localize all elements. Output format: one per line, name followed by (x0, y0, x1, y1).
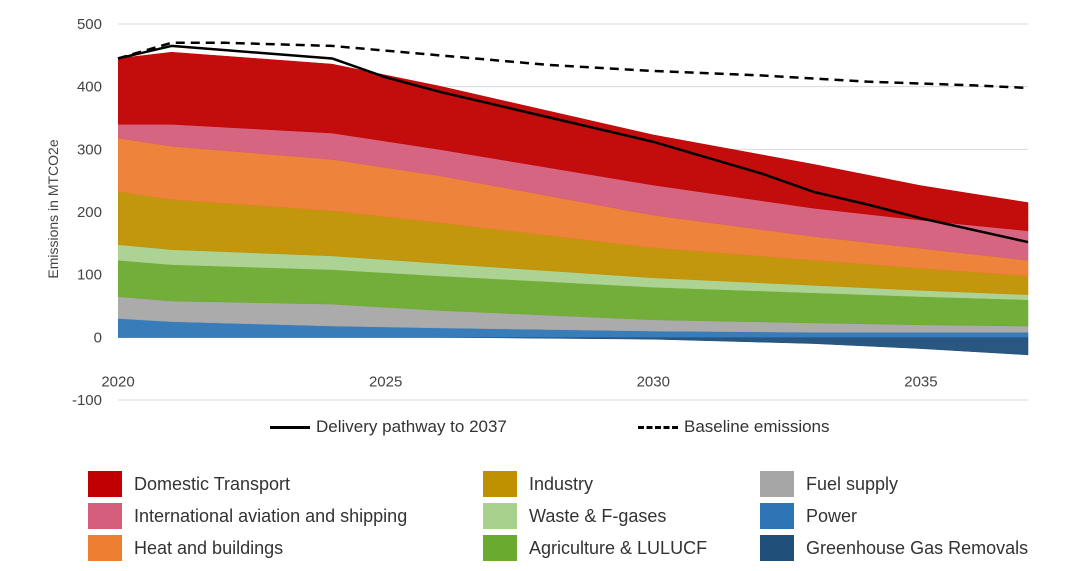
x-axis-ticks: 2020 2025 2030 2035 (101, 373, 937, 390)
y-tick-label: 100 (77, 267, 102, 284)
legend-label: Heat and buildings (134, 537, 284, 558)
legend-swatch (88, 471, 122, 497)
legend-swatch (88, 535, 122, 561)
legend-swatch (483, 503, 517, 529)
legend-swatch (760, 503, 794, 529)
legend-item-heat-buildings: Heat and buildings (88, 535, 283, 561)
legend-item-agriculture: Agriculture & LULUCF (483, 535, 707, 561)
legend-label: Agriculture & LULUCF (529, 537, 708, 558)
legend-item-domestic-transport: Domestic Transport (88, 471, 290, 497)
y-tick-label: 200 (77, 204, 102, 221)
legend-item-industry: Industry (483, 471, 593, 497)
area-band (118, 337, 1029, 356)
legend-label: Domestic Transport (134, 473, 291, 494)
solid-line-swatch (270, 425, 310, 429)
legend-swatch (760, 471, 794, 497)
x-tick-label: 2035 (904, 373, 937, 390)
legend-item-power: Power (760, 503, 857, 529)
y-tick-label: 500 (77, 16, 102, 33)
legend-item-waste-fgases: Waste & F-gases (483, 503, 666, 529)
legend-baseline: Baseline emissions (638, 417, 830, 437)
legend-swatch (483, 535, 517, 561)
legend-baseline-label: Baseline emissions (684, 417, 830, 436)
delivery-pathway-line (117, 44, 1029, 244)
y-tick-label: 0 (94, 329, 102, 346)
legend-swatch (760, 535, 794, 561)
legend-label: Fuel supply (806, 473, 899, 494)
x-tick-label: 2030 (637, 373, 670, 390)
legend-label: Greenhouse Gas Removals (806, 537, 1029, 558)
legend-swatch (483, 471, 517, 497)
y-tick-label: 300 (77, 141, 102, 158)
pathway-lines (117, 41, 1029, 244)
x-tick-label: 2020 (101, 373, 134, 390)
legend-delivery-label: Delivery pathway to 2037 (316, 417, 507, 436)
y-axis-ticks: -100 0 100 200 300 400 500 (72, 16, 102, 409)
dashed-line-swatch (638, 425, 678, 429)
legend-label: Power (806, 505, 858, 526)
y-tick-label: 400 (77, 79, 102, 96)
legend-delivery-pathway: Delivery pathway to 2037 (270, 417, 507, 437)
legend-label: Waste & F-gases (529, 505, 667, 526)
stacked-areas (118, 51, 1029, 356)
legend-item-ggr: Greenhouse Gas Removals (760, 535, 1028, 561)
baseline-line (117, 41, 1029, 90)
legend-item-international-aviation: International aviation and shipping (88, 503, 407, 529)
legend-swatch (88, 503, 122, 529)
legend-label: Industry (529, 473, 594, 494)
x-tick-label: 2025 (369, 373, 402, 390)
y-axis-label: Emissions in MTCO2e (45, 139, 61, 278)
legend-label: International aviation and shipping (134, 505, 408, 526)
legend-item-fuel-supply: Fuel supply (760, 471, 898, 497)
y-tick-label: -100 (72, 392, 102, 409)
